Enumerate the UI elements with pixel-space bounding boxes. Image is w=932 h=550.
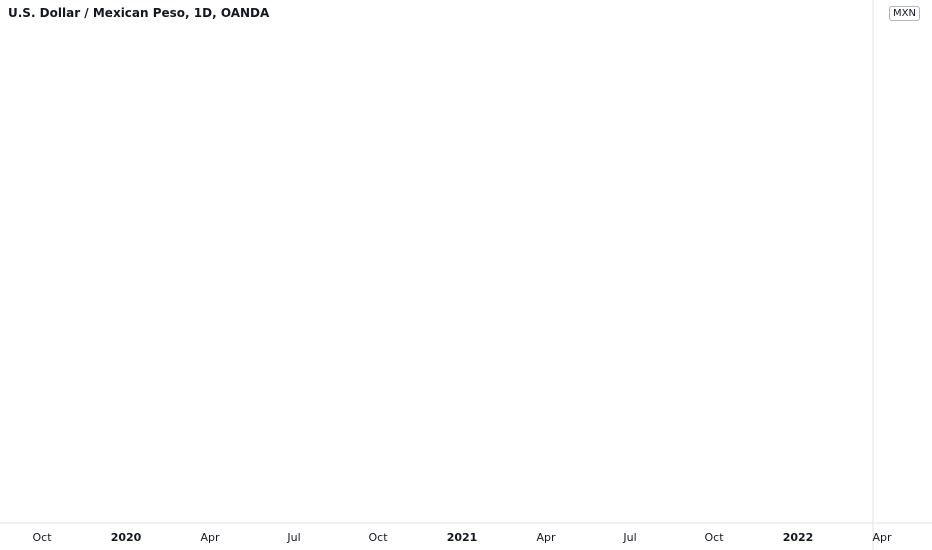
x-tick-label: Oct — [704, 531, 724, 544]
x-tick-label: Apr — [536, 531, 556, 544]
x-tick-label: Apr — [872, 531, 892, 544]
x-tick-label: Jul — [622, 531, 636, 544]
x-tick-label: 2022 — [783, 531, 814, 544]
x-tick-label: Jul — [286, 531, 300, 544]
x-tick-label: Oct — [368, 531, 388, 544]
x-tick-label: 2020 — [111, 531, 142, 544]
x-tick-label: Apr — [200, 531, 220, 544]
x-tick-label: Oct — [32, 531, 52, 544]
x-tick-label: 2021 — [447, 531, 478, 544]
currency-badge[interactable]: MXN — [889, 6, 920, 21]
chart-title: U.S. Dollar / Mexican Peso, 1D, OANDA — [8, 6, 270, 20]
